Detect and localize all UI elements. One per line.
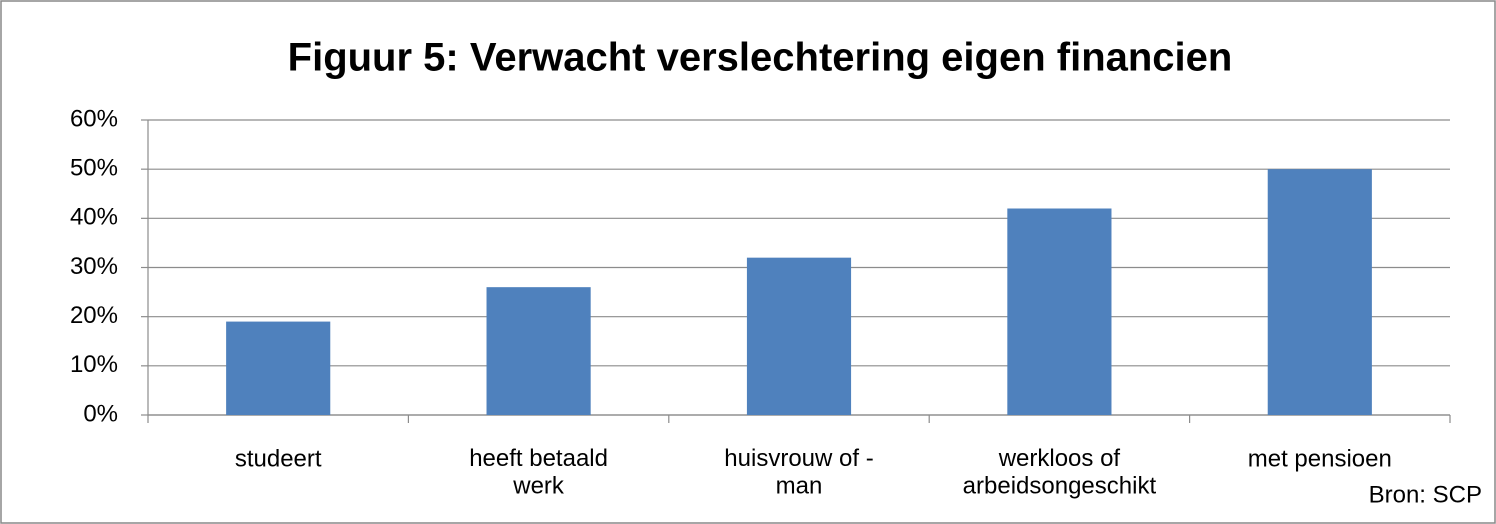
y-tick-label: 10% xyxy=(70,351,118,378)
x-tick-label: studeert xyxy=(235,445,322,472)
y-tick-label: 0% xyxy=(83,400,118,427)
y-tick-label: 50% xyxy=(70,155,118,182)
chart-title: Figuur 5: Verwacht verslechtering eigen … xyxy=(288,36,1233,80)
bar xyxy=(1267,169,1372,415)
bar xyxy=(746,257,852,415)
bar xyxy=(1007,208,1112,415)
bar xyxy=(226,321,331,415)
x-tick-label: met pensioen xyxy=(1248,445,1392,472)
y-tick-label: 60% xyxy=(70,105,118,132)
y-tick-label: 20% xyxy=(70,302,118,329)
x-tick-label: werkloos of arbeidsongeschikt xyxy=(963,445,1157,500)
x-tick-label: heeft betaald werk xyxy=(469,445,608,500)
x-tick-label: huisvrouw of -man xyxy=(724,445,873,500)
y-tick-label: 40% xyxy=(70,204,118,231)
y-tick-label: 30% xyxy=(70,253,118,280)
source-note: Bron: SCP xyxy=(1369,481,1482,508)
bar xyxy=(486,287,591,415)
